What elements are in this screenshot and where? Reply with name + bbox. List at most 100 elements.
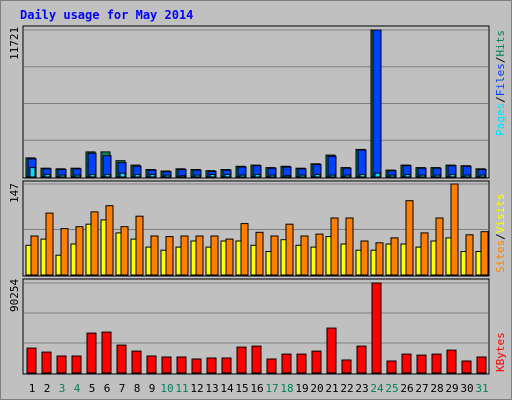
bar-pages bbox=[314, 174, 321, 178]
bar-kbytes bbox=[41, 351, 52, 374]
bar-kbytes bbox=[101, 331, 112, 374]
bar-sites bbox=[225, 238, 234, 276]
x-tick-label: 7 bbox=[119, 382, 126, 395]
bar-files bbox=[372, 29, 382, 178]
bar-pages bbox=[74, 174, 81, 178]
legend-visits-sites: Sites/Visits bbox=[494, 194, 507, 274]
x-tick-label: 30 bbox=[460, 382, 473, 395]
legend-pages: Pages bbox=[494, 103, 507, 136]
x-tick-label: 26 bbox=[400, 382, 413, 395]
bar-sites bbox=[420, 232, 429, 276]
bar-sites bbox=[45, 212, 54, 276]
x-tick-label: 14 bbox=[220, 382, 234, 395]
legend-separator: / bbox=[494, 233, 507, 240]
bar-pages bbox=[329, 174, 336, 178]
bar-pages bbox=[119, 172, 126, 178]
bar-kbytes bbox=[251, 345, 262, 374]
bar-pages bbox=[194, 174, 201, 178]
bar-files bbox=[102, 155, 112, 178]
bar-sites bbox=[360, 240, 369, 276]
x-tick-label: 16 bbox=[250, 382, 263, 395]
x-tick-label: 15 bbox=[235, 382, 248, 395]
bar-kbytes bbox=[146, 355, 157, 374]
bar-files bbox=[87, 152, 97, 178]
legend-visits: Visits bbox=[494, 194, 507, 234]
x-tick-label: 13 bbox=[205, 382, 218, 395]
x-tick-label: 2 bbox=[44, 382, 51, 395]
x-tick-label: 5 bbox=[89, 382, 96, 395]
bar-kbytes bbox=[371, 282, 382, 374]
x-tick-label: 25 bbox=[385, 382, 398, 395]
legend-separator: / bbox=[494, 96, 507, 103]
x-tick-label: 18 bbox=[280, 382, 293, 395]
bar-kbytes bbox=[116, 344, 127, 374]
bar-pages bbox=[29, 167, 36, 178]
bar-sites bbox=[300, 235, 309, 276]
bar-kbytes bbox=[206, 357, 217, 374]
bar-sites bbox=[465, 234, 474, 276]
bar-pages bbox=[254, 174, 261, 178]
bar-kbytes bbox=[296, 353, 307, 374]
x-tick-label: 3 bbox=[59, 382, 66, 395]
bar-sites bbox=[255, 231, 264, 276]
bar-pages bbox=[434, 174, 441, 178]
legend-sites: Sites bbox=[494, 240, 507, 273]
x-tick-label: 21 bbox=[325, 382, 338, 395]
bar-files bbox=[327, 155, 337, 178]
bar-pages bbox=[374, 172, 381, 178]
x-tick-label: 28 bbox=[430, 382, 443, 395]
y-max-label-visits: 147 bbox=[8, 183, 21, 203]
bar-kbytes bbox=[401, 353, 412, 374]
bar-kbytes bbox=[266, 358, 277, 374]
bar-kbytes bbox=[311, 350, 322, 374]
bar-pages bbox=[59, 174, 66, 178]
bar-kbytes bbox=[161, 356, 172, 374]
bar-kbytes bbox=[86, 332, 97, 374]
legend-separator: / bbox=[494, 57, 507, 64]
bar-kbytes bbox=[71, 355, 82, 374]
bar-sites bbox=[405, 200, 414, 276]
x-tick-label: 8 bbox=[134, 382, 141, 395]
x-tick-label: 20 bbox=[310, 382, 323, 395]
bar-pages bbox=[44, 174, 51, 178]
bar-pages bbox=[344, 174, 351, 178]
bar-pages bbox=[404, 174, 411, 178]
x-tick-label: 24 bbox=[370, 382, 384, 395]
bar-kbytes bbox=[281, 353, 292, 374]
bar-sites bbox=[105, 205, 114, 276]
legend-hits: Hits bbox=[494, 30, 507, 57]
bar-pages bbox=[239, 174, 246, 178]
bar-kbytes bbox=[56, 355, 67, 374]
bar-sites bbox=[390, 237, 399, 276]
x-tick-label: 17 bbox=[265, 382, 278, 395]
bar-sites bbox=[480, 231, 489, 276]
bar-pages bbox=[224, 174, 231, 178]
bar-kbytes bbox=[356, 345, 367, 374]
bar-kbytes bbox=[221, 357, 232, 374]
bar-pages bbox=[464, 174, 471, 178]
x-tick-label: 4 bbox=[74, 382, 81, 395]
bar-kbytes bbox=[176, 356, 187, 374]
bar-files bbox=[357, 149, 367, 178]
bar-kbytes bbox=[26, 347, 37, 374]
x-tick-label: 23 bbox=[355, 382, 368, 395]
legend-files: Files bbox=[494, 63, 507, 96]
x-tick-label: 11 bbox=[175, 382, 188, 395]
bar-sites bbox=[285, 223, 294, 276]
bar-sites bbox=[30, 235, 39, 276]
x-tick-label: 10 bbox=[160, 382, 173, 395]
bar-pages bbox=[179, 175, 186, 178]
bar-pages bbox=[449, 174, 456, 178]
bar-kbytes bbox=[236, 346, 247, 374]
bar-sites bbox=[210, 235, 219, 276]
bar-kbytes bbox=[131, 350, 142, 374]
x-tick-label: 27 bbox=[415, 382, 428, 395]
x-tick-label: 1 bbox=[29, 382, 36, 395]
legend-hits-files-pages: Pages/Files/Hits bbox=[494, 30, 507, 136]
legend-kbytes: KBytes bbox=[494, 332, 507, 372]
bar-pages bbox=[269, 174, 276, 178]
bar-pages bbox=[299, 174, 306, 178]
bar-pages bbox=[389, 174, 396, 178]
x-axis-day-labels: 1 2 3 4 5 6 7 8 9 10 11 12 13 14 15 16 17 18 19 20 21 22 23 24 2… bbox=[29, 382, 489, 395]
x-tick-label: 19 bbox=[295, 382, 308, 395]
